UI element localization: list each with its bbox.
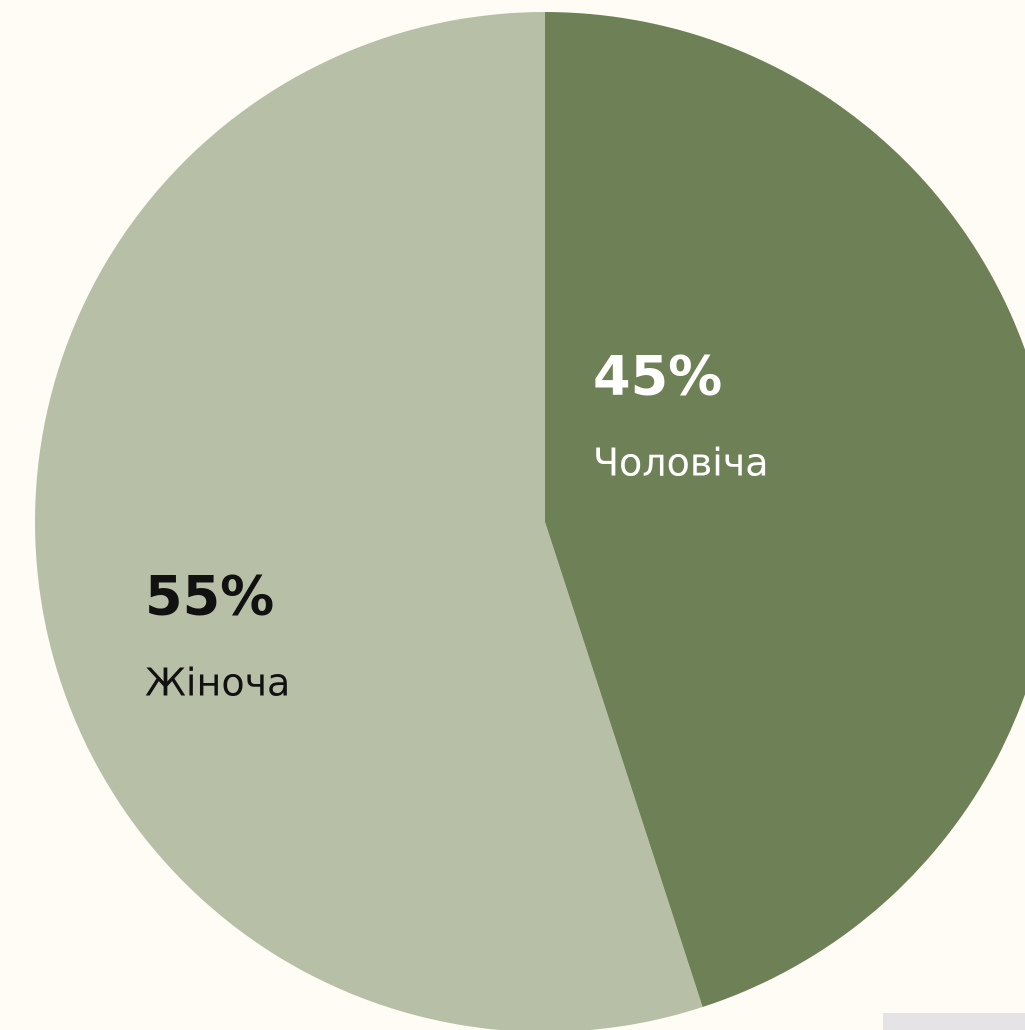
slice-category-label: Жіноча <box>145 661 290 705</box>
slice-value-label: 45% <box>593 345 722 408</box>
slice-category-label: Чоловіча <box>593 441 769 485</box>
pie-slice <box>35 12 703 1030</box>
slice-value-label: 55% <box>145 565 274 628</box>
pie-slice <box>545 12 1025 1008</box>
scroll-bar <box>883 1013 1025 1030</box>
